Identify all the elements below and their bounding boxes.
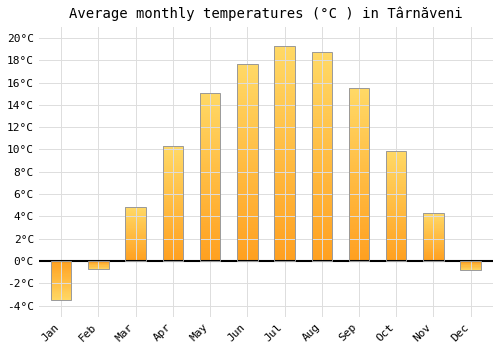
Bar	[423, 213, 444, 261]
Bar	[312, 52, 332, 261]
Bar	[200, 93, 220, 261]
Bar	[237, 64, 258, 261]
Bar	[274, 46, 295, 261]
Bar	[162, 146, 183, 261]
Bar	[349, 88, 370, 261]
Bar	[51, 261, 72, 300]
Bar	[88, 261, 108, 269]
Bar	[126, 208, 146, 261]
Bar	[386, 150, 406, 261]
Title: Average monthly temperatures (°C ) in Târnăveni: Average monthly temperatures (°C ) in Tâ…	[69, 7, 462, 21]
Bar	[460, 261, 481, 270]
